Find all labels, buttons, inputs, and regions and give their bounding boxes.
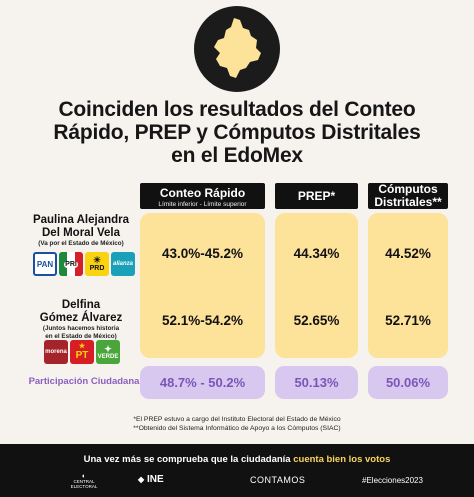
- page-title: Coinciden los resultados del Conteo Rápi…: [10, 98, 464, 167]
- morena-logo: morena: [44, 340, 68, 364]
- footer-bar: [0, 444, 474, 497]
- header-computos: Cómputos Distritales**: [368, 183, 448, 209]
- pan-logo: PAN: [33, 252, 57, 276]
- edomex-map-icon: [194, 6, 280, 92]
- header-prep: PREP*: [275, 183, 358, 209]
- header-conteo-sub: Límite inferior - Límite superior: [158, 201, 247, 208]
- candidate-2-conteo: 52.1%-54.2%: [161, 313, 244, 328]
- candidate-1-name-line2: Del Moral Vela: [42, 227, 120, 239]
- participation-prep: 50.13%: [294, 375, 339, 390]
- hashtag: #Elecciones2023: [362, 476, 423, 485]
- alianza-logo: alianza: [111, 252, 135, 276]
- candidate-1-name: Paulina Alejandra Del Moral Vela: [22, 214, 140, 240]
- panel-conteo: [140, 213, 265, 358]
- header-computos-line2: Distritales**: [374, 195, 442, 209]
- footer-message-highlight: cuenta bien los votos: [293, 454, 391, 465]
- candidate-2-name: Delfina Gómez Álvarez: [22, 299, 140, 325]
- header-conteo-rapido: Conteo Rápido Límite inferior - Límite s…: [140, 183, 265, 209]
- participation-panel-conteo: [140, 366, 265, 399]
- header-prep-label: PREP*: [297, 189, 336, 203]
- panel-computos: [368, 213, 448, 358]
- candidate-2-name-line2: Gómez Álvarez: [39, 312, 123, 324]
- footnotes: *El PREP estuvo a cargo del Instituto El…: [0, 415, 474, 433]
- panel-prep: [275, 213, 358, 358]
- participation-computos: 50.06%: [385, 375, 431, 390]
- title-line-2: Rápido, PREP y Cómputos Distritales: [53, 121, 421, 144]
- candidate-2-name-line1: Delfina: [61, 299, 101, 311]
- pt-logo: ★ PT: [70, 340, 94, 364]
- pri-logo: PRI: [59, 252, 83, 276]
- candidate-1-conteo: 43.0%-45.2%: [161, 246, 244, 261]
- prd-logo: ☀ PRD: [85, 252, 109, 276]
- participation-conteo: 48.7% - 50.2%: [159, 375, 246, 390]
- footer-message-start: Una vez más se comprueba que la ciudadan…: [83, 454, 291, 465]
- verde-logo: ✦ VERDE: [96, 340, 120, 364]
- participation-panel-computos: [368, 366, 448, 399]
- contamos-logo: CONTAMOS: [250, 475, 306, 485]
- central-electoral-logo: ◐ CENTRAL ELECTORAL: [70, 473, 98, 489]
- header-conteo-label: Conteo Rápido: [159, 186, 246, 200]
- title-line-1: Coinciden los resultados del Conteo: [58, 98, 416, 121]
- candidate-2-coalition-line1: (Juntos hacemos historia: [42, 325, 120, 332]
- title-line-3: en el EdoMex: [171, 144, 303, 167]
- candidate-2-prep: 52.65%: [293, 313, 340, 328]
- candidate-1-coalition: (Va por el Estado de México): [38, 240, 124, 247]
- participation-label: Participación Ciudadana: [28, 376, 140, 387]
- candidate-2-coalition: (Juntos hacemos historia en el Estado de…: [22, 325, 140, 340]
- footnote-siac: **Obtenido del Sistema Informático de Ap…: [133, 425, 341, 432]
- footer-message: Una vez más se comprueba que la ciudadan…: [0, 454, 474, 465]
- participation-panel-prep: [275, 366, 358, 399]
- candidate-2-computos: 52.71%: [385, 313, 431, 328]
- ine-logo: ◆ INE: [138, 474, 164, 485]
- candidate-1-computos: 44.52%: [385, 246, 431, 261]
- header-computos-line1: Cómputos: [378, 182, 438, 196]
- candidate-1-name-line1: Paulina Alejandra: [32, 214, 130, 226]
- candidate-1-prep: 44.34%: [293, 246, 340, 261]
- candidate-2-coalition-line2: en el Estado de México): [45, 332, 117, 340]
- footnote-prep: *El PREP estuvo a cargo del Instituto El…: [133, 416, 341, 423]
